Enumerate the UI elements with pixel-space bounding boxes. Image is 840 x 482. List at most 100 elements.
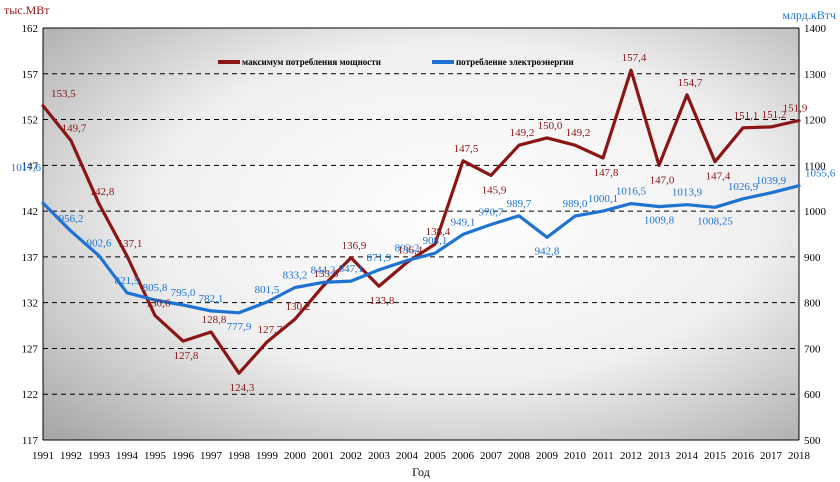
x-tick-label-4: 1995 [144,450,167,462]
x-tick-label-18: 2009 [536,450,559,462]
x-tick-label-16: 2007 [480,450,503,462]
right-tick-label-5: 1000 [804,206,827,218]
power-label-27: 151,9 [783,102,808,114]
x-tick-label-23: 2014 [676,450,699,462]
left-tick-label-8: 157 [22,69,39,81]
power-label-15: 147,5 [454,143,479,155]
power-label-6: 128,8 [202,314,227,326]
power-label-23: 154,7 [678,77,703,89]
left-tick-label-4: 137 [22,252,39,264]
power-label-20: 147,8 [594,167,619,179]
energy-label-27: 1055,6 [805,168,836,180]
right-tick-label-7: 1200 [804,115,827,127]
energy-label-1: 956,2 [59,213,84,225]
energy-label-25: 1026,9 [728,181,759,193]
energy-label-7: 777,9 [227,321,252,333]
power-label-12: 133,8 [370,295,395,307]
right-tick-label-1: 600 [804,389,821,401]
x-tick-label-15: 2006 [452,450,475,462]
energy-label-26: 1039,9 [756,175,787,187]
energy-label-19: 989,0 [563,198,588,210]
left-axis-ticks: 117 122 127 132 137 142 147 152 157 162 [22,23,39,447]
power-label-13: 136,4 [398,244,423,256]
energy-label-9: 833,2 [283,269,308,281]
energy-label-15: 949,1 [451,216,476,228]
x-tick-label-0: 1991 [32,450,54,462]
x-axis-label: Год [412,465,430,479]
left-tick-label-0: 117 [22,435,39,447]
left-tick-label-6: 147 [22,160,39,172]
power-label-4: 130,6 [146,297,171,309]
power-label-11: 136,9 [342,240,367,252]
energy-label-13: 892,2 [395,242,420,254]
x-axis-ticks: 1991 1992 1993 1994 1995 1996 1997 1998 1999 2000… [32,450,811,462]
energy-label-24: 1008,25 [697,215,733,227]
power-label-7: 124,3 [230,382,255,394]
x-tick-label-10: 2001 [312,450,334,462]
energy-label-18: 942,8 [535,245,560,257]
power-label-16: 145,9 [482,184,507,196]
x-tick-label-12: 2003 [368,450,391,462]
left-axis-unit: тыс.МВт [4,3,50,17]
power-label-19: 149,2 [566,127,591,139]
energy-label-6: 782,1 [199,293,224,305]
right-tick-label-3: 800 [804,298,821,310]
energy-label-11: 847,1 [339,263,364,275]
series-line-1 [41,184,801,315]
energy-label-10: 844,2 [311,264,336,276]
power-label-26: 151,2 [762,109,787,121]
legend: максимум потребления мощности потреблени… [218,57,574,67]
x-tick-label-24: 2015 [704,450,727,462]
power-label-5: 127,8 [174,350,199,362]
left-tick-label-2: 127 [22,343,39,355]
power-label-14: 138,4 [426,226,451,238]
energy-label-17: 989,7 [507,198,532,210]
left-tick-label-1: 122 [22,389,39,401]
power-label-0: 153,5 [51,88,76,100]
energy-label-23: 1013,9 [672,187,703,199]
energy-label-8: 801,5 [255,284,280,296]
x-tick-label-21: 2012 [620,450,642,462]
power-label-10: 133,8 [314,268,339,280]
power-label-17: 149,2 [510,127,535,139]
energy-label-14: 908,1 [423,235,448,247]
power-label-24: 147,4 [706,171,731,183]
right-tick-label-6: 1100 [804,160,826,172]
right-axis-unit: млрд.кВтч [782,8,836,22]
energy-label-4: 805,8 [143,282,168,294]
x-tick-label-8: 1999 [256,450,279,462]
x-tick-label-9: 2000 [284,450,307,462]
power-label-18: 150,0 [538,120,563,132]
power-label-9: 130,2 [286,301,311,313]
left-tick-label-7: 152 [22,115,39,127]
x-tick-label-2: 1993 [88,450,111,462]
x-tick-label-5: 1996 [172,450,195,462]
energy-label-22: 1009,8 [644,215,675,227]
energy-label-5: 795,0 [171,287,196,299]
energy-label-16: 970,7 [479,207,504,219]
power-label-1: 149,7 [62,123,87,135]
right-tick-label-9: 1400 [804,23,827,35]
power-label-21: 157,4 [622,52,647,64]
energy-label-12: 871,9 [367,252,392,264]
x-tick-label-14: 2005 [424,450,447,462]
right-tick-label-4: 900 [804,252,821,264]
right-axis-ticks: 500 600 700 800 900 1000 1100 1200 1300 1400 [804,23,827,447]
x-tick-label-17: 2008 [508,450,531,462]
legend-label-power: максимум потребления мощности [242,57,381,67]
x-tick-label-1: 1992 [60,450,82,462]
series-lines [41,68,801,375]
x-tick-label-26: 2017 [760,450,783,462]
x-tick-label-3: 1994 [116,450,139,462]
left-tick-label-3: 132 [22,298,39,310]
energy-label-21: 1016,5 [616,186,647,198]
power-label-8: 127,7 [258,324,283,336]
x-tick-label-6: 1997 [200,450,223,462]
x-tick-label-19: 2010 [564,450,587,462]
x-tick-label-25: 2016 [732,450,755,462]
left-tick-label-5: 142 [22,206,39,218]
power-label-3: 137,1 [118,238,143,250]
x-tick-label-7: 1998 [228,450,251,462]
series-line-0 [41,68,801,375]
